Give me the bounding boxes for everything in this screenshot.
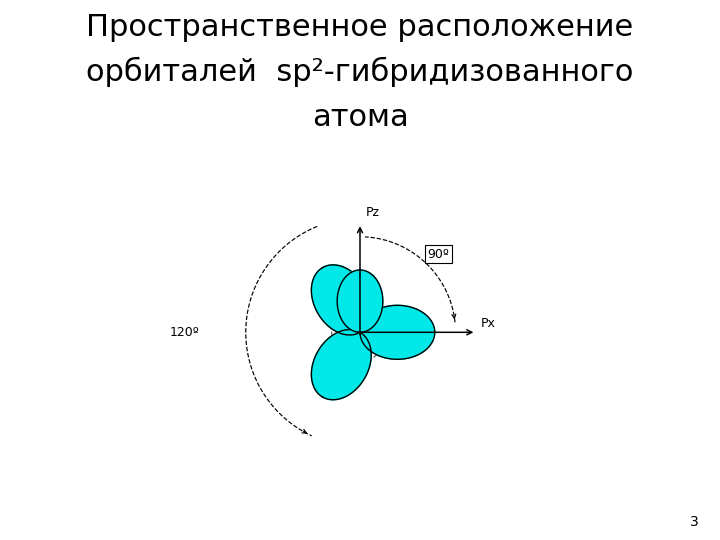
- Polygon shape: [311, 265, 372, 335]
- Polygon shape: [311, 329, 372, 400]
- Text: орбиталей  sp²-гибридизованного: орбиталей sp²-гибридизованного: [86, 57, 634, 87]
- Text: атома: атома: [312, 103, 408, 132]
- Text: 3: 3: [690, 515, 698, 529]
- Text: Пространственное расположение: Пространственное расположение: [86, 14, 634, 43]
- Polygon shape: [337, 270, 383, 332]
- Text: Px: Px: [480, 317, 495, 330]
- Text: Pz: Pz: [366, 206, 380, 219]
- Polygon shape: [360, 305, 435, 359]
- Text: 90º: 90º: [427, 247, 449, 260]
- Text: 120º: 120º: [169, 326, 199, 339]
